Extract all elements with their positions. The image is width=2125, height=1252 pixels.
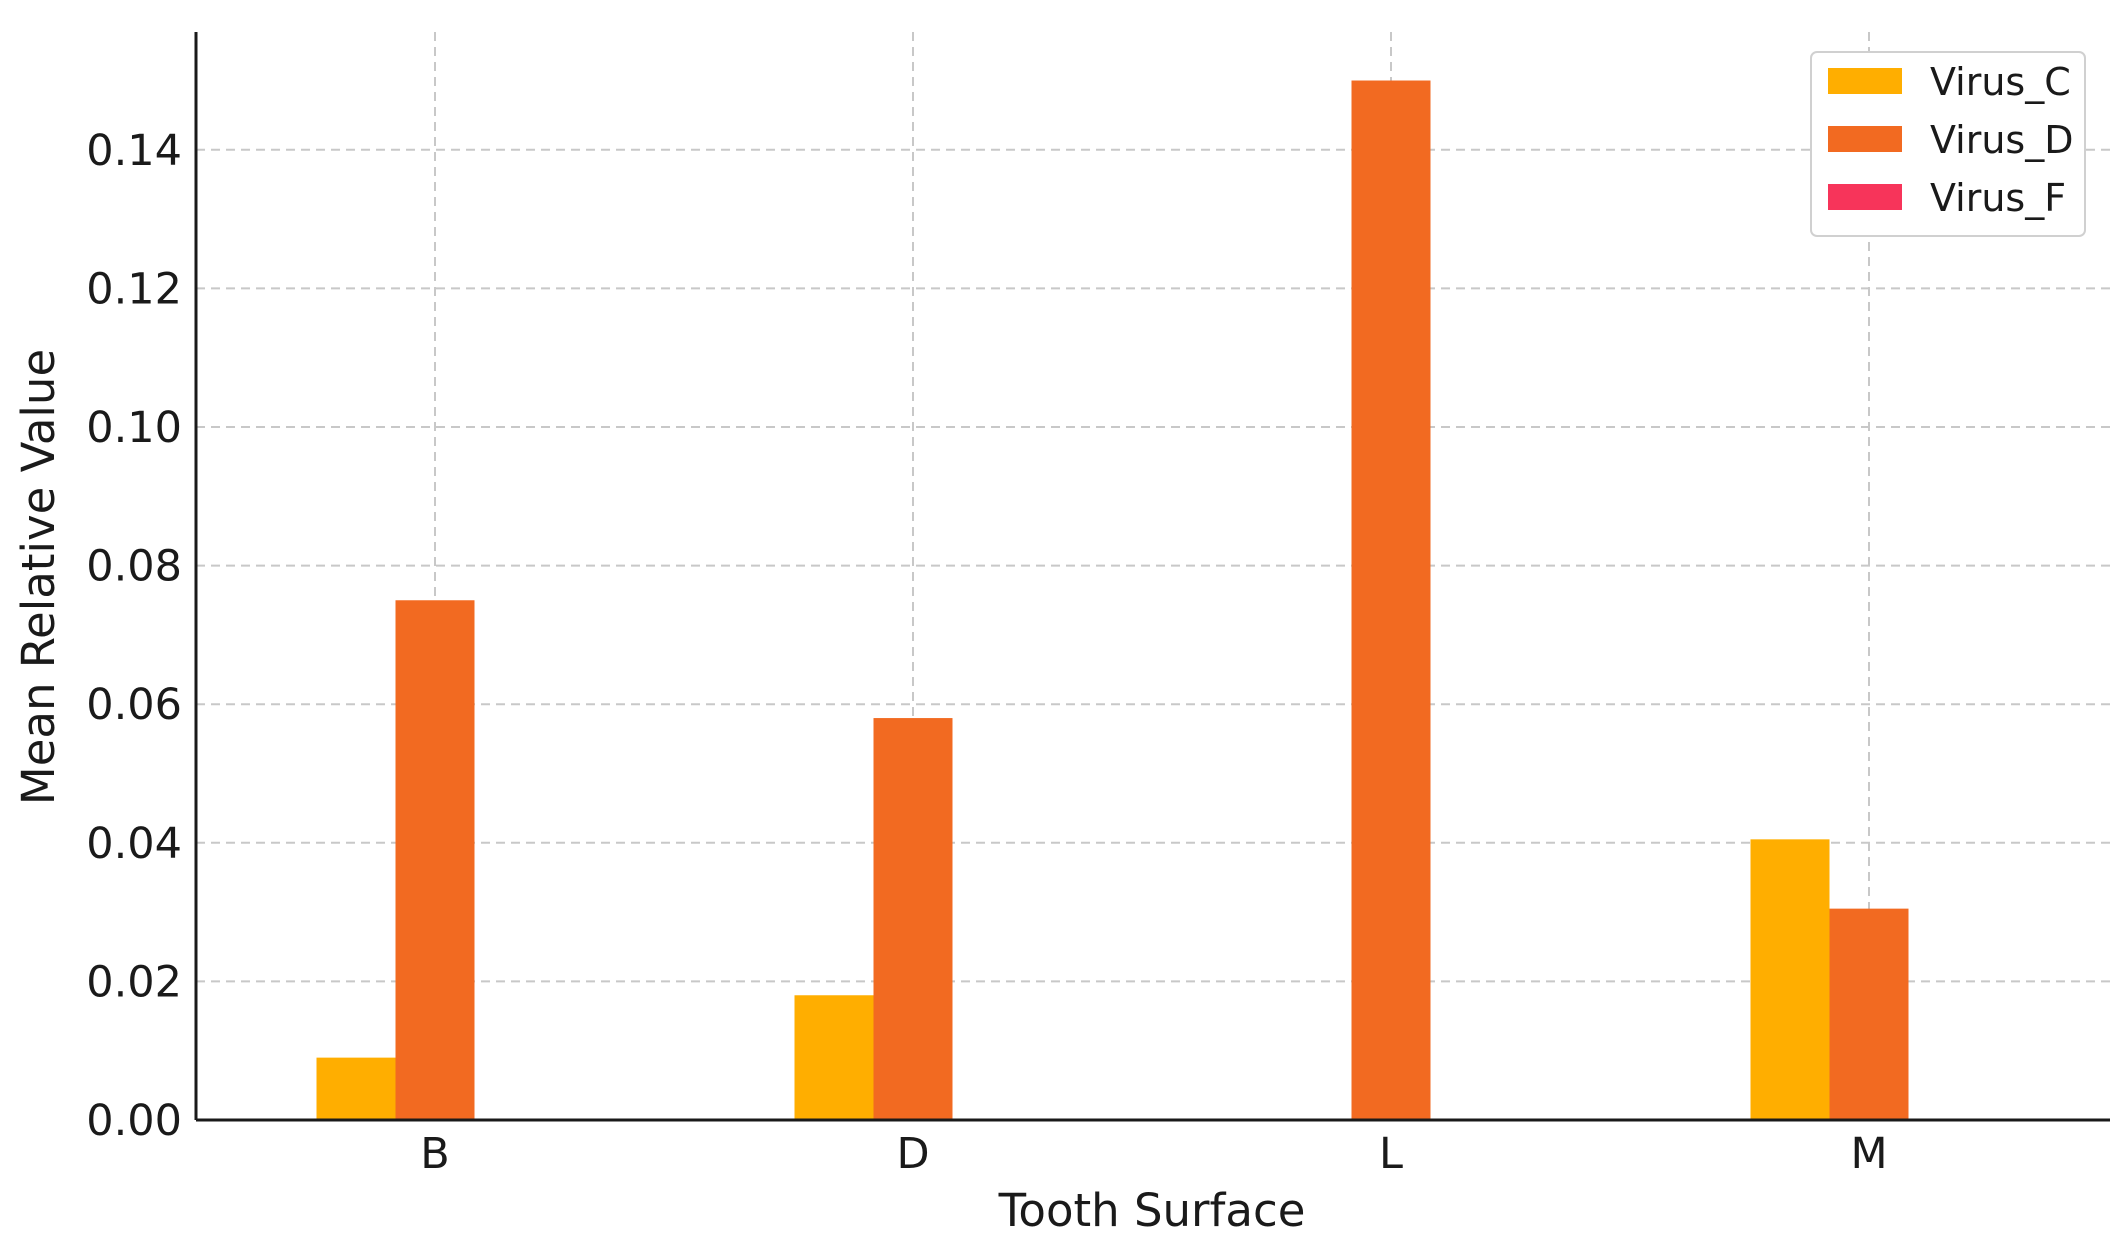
x-axis-title: Tooth Surface <box>998 1184 1306 1237</box>
bar-virus_d-d <box>873 718 953 1120</box>
y-axis-title: Mean Relative Value <box>12 349 65 805</box>
bar-virus_d-l <box>1351 80 1431 1121</box>
legend: Virus_C Virus_D Virus_F <box>1810 51 2086 237</box>
x-tick-label: D <box>896 1129 929 1179</box>
bar-virus_c-d <box>794 995 874 1120</box>
axes <box>194 32 2110 1122</box>
legend-swatch <box>1828 126 1902 152</box>
y-tick-label: 0.04 <box>86 819 182 869</box>
legend-swatch <box>1828 184 1902 210</box>
bar-virus_d-m <box>1829 908 1909 1120</box>
y-tick-labels: 0.00 0.02 0.04 0.06 0.08 0.10 0.12 0.14 <box>86 126 182 1146</box>
bar-virus_d-b <box>395 600 475 1120</box>
x-tick-label: L <box>1379 1129 1403 1179</box>
legend-label: Virus_F <box>1930 176 2066 220</box>
legend-swatch <box>1828 68 1902 94</box>
bar-virus_c-m <box>1750 839 1830 1120</box>
x-tick-label: M <box>1850 1129 1887 1179</box>
y-tick-label: 0.14 <box>86 126 182 176</box>
x-tick-label: B <box>420 1129 450 1179</box>
y-tick-label: 0.02 <box>86 957 182 1007</box>
legend-items: Virus_C Virus_D Virus_F <box>1828 60 2073 220</box>
y-tick-label: 0.00 <box>86 1096 182 1146</box>
y-tick-label: 0.06 <box>86 680 182 730</box>
legend-label: Virus_D <box>1930 118 2073 162</box>
y-tick-label: 0.12 <box>86 264 182 314</box>
bar-virus_c-b <box>316 1057 396 1120</box>
bars <box>316 80 1909 1121</box>
y-tick-label: 0.10 <box>86 403 182 453</box>
y-tick-label: 0.08 <box>86 542 182 592</box>
legend-label: Virus_C <box>1930 60 2071 104</box>
